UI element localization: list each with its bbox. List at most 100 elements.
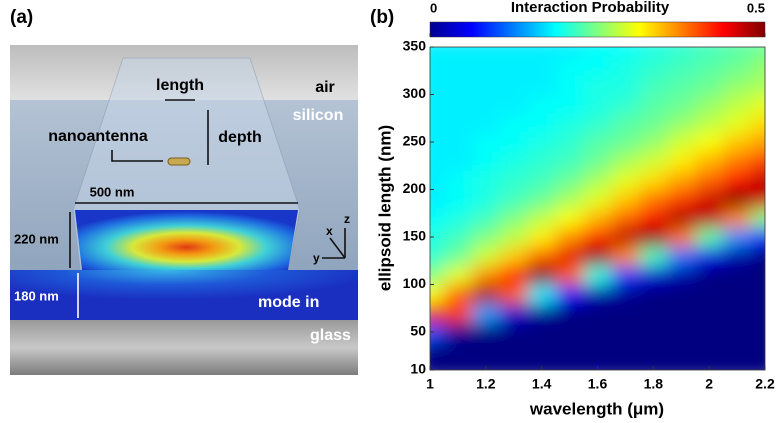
heat-cell xyxy=(723,341,752,361)
heat-cell xyxy=(443,208,473,228)
x-tick-label: 1.8 xyxy=(644,376,664,392)
heat-cell xyxy=(583,322,612,342)
heat-cell xyxy=(430,56,445,76)
heat-cell xyxy=(611,360,640,370)
heat-cell xyxy=(667,170,696,190)
heat-cell xyxy=(751,75,765,95)
heat-cell xyxy=(499,360,529,370)
heat-cell xyxy=(471,75,501,95)
heat-cell xyxy=(430,75,445,95)
heat-cell xyxy=(639,360,668,370)
heat-cell xyxy=(527,47,557,57)
heat-cell xyxy=(499,56,529,76)
heat-cell xyxy=(443,47,473,57)
depth-label: depth xyxy=(218,129,262,146)
heat-cell xyxy=(555,75,585,95)
x-tick-label: 1 xyxy=(426,376,434,392)
heat-cell xyxy=(723,75,752,95)
heat-cell xyxy=(667,56,696,76)
y-tick-label: 50 xyxy=(410,323,426,339)
heat-cell xyxy=(751,246,765,266)
heat-cell xyxy=(527,56,557,76)
heat-cell xyxy=(555,246,585,266)
heat-cell xyxy=(430,322,445,342)
heat-cell xyxy=(443,151,473,171)
heat-cell xyxy=(611,151,640,171)
heat-cell xyxy=(583,170,612,190)
heat-cell xyxy=(443,246,473,266)
heat-cell xyxy=(751,94,765,114)
heat-cell xyxy=(471,246,501,266)
heat-cell xyxy=(667,303,696,323)
colorbar-tick-label: 0 xyxy=(430,0,437,15)
heat-cell xyxy=(471,265,501,285)
heat-cell xyxy=(555,208,585,228)
heat-cell xyxy=(695,208,724,228)
heat-cell xyxy=(723,360,752,370)
heat-cell xyxy=(471,113,501,133)
y-axis-label: ellipsoid length (nm) xyxy=(375,125,394,291)
heat-cell xyxy=(471,322,501,342)
heat-cell xyxy=(639,208,668,228)
colorbar-title: Interaction Probability xyxy=(511,0,670,16)
axis-z-label: z xyxy=(344,212,350,226)
heat-cell xyxy=(611,246,640,266)
heat-cell xyxy=(751,56,765,76)
heat-cell xyxy=(555,227,585,247)
heat-cell xyxy=(611,113,640,133)
glass-label: glass xyxy=(310,327,351,344)
heat-cell xyxy=(695,341,724,361)
heat-cell xyxy=(499,170,529,190)
heat-cell xyxy=(583,75,612,95)
heatmap xyxy=(430,47,765,370)
heat-cell xyxy=(443,94,473,114)
heat-cell xyxy=(695,265,724,285)
heat-cell xyxy=(667,151,696,171)
heat-cell xyxy=(430,47,445,57)
heat-cell xyxy=(499,246,529,266)
heat-cell xyxy=(639,322,668,342)
heat-cell xyxy=(527,322,557,342)
nanoantenna-shape xyxy=(167,157,191,166)
heat-cell xyxy=(751,189,765,209)
heat-cell xyxy=(555,303,585,323)
heat-cell xyxy=(639,151,668,171)
heat-cell xyxy=(555,322,585,342)
heat-cell xyxy=(667,208,696,228)
heat-cell xyxy=(471,189,501,209)
heat-cell xyxy=(527,341,557,361)
heat-cell xyxy=(695,47,724,57)
heat-cell xyxy=(639,303,668,323)
heat-cell xyxy=(583,227,612,247)
heat-cell xyxy=(639,265,668,285)
heat-cell xyxy=(555,189,585,209)
y-tick-label: 200 xyxy=(403,180,427,196)
heat-cell xyxy=(443,360,473,370)
heat-cell xyxy=(723,265,752,285)
heat-cell xyxy=(430,360,445,370)
x-axis-label: wavelength (μm) xyxy=(529,399,664,418)
y-tick-label: 100 xyxy=(403,275,427,291)
heat-cell xyxy=(667,341,696,361)
heat-cell xyxy=(611,189,640,209)
heat-cell xyxy=(751,303,765,323)
slab-label: 180 nm xyxy=(14,288,59,303)
heat-cell xyxy=(430,208,445,228)
mode-label: mode in xyxy=(258,294,319,311)
heat-cell xyxy=(751,132,765,152)
heat-cell xyxy=(555,94,585,114)
heat-cell xyxy=(667,94,696,114)
heat-cell xyxy=(583,284,612,304)
heat-cell xyxy=(555,47,585,57)
heat-cell xyxy=(583,94,612,114)
heat-cell xyxy=(499,113,529,133)
heat-cell xyxy=(751,208,765,228)
panel-a: (a) length depth nanoantenna air silicon… xyxy=(10,7,358,375)
height-label: 220 nm xyxy=(14,231,59,246)
heat-cell xyxy=(611,56,640,76)
heat-cell xyxy=(430,265,445,285)
heat-cell xyxy=(499,94,529,114)
heat-cell xyxy=(611,227,640,247)
nanoantenna-label: nanoantenna xyxy=(48,128,148,145)
